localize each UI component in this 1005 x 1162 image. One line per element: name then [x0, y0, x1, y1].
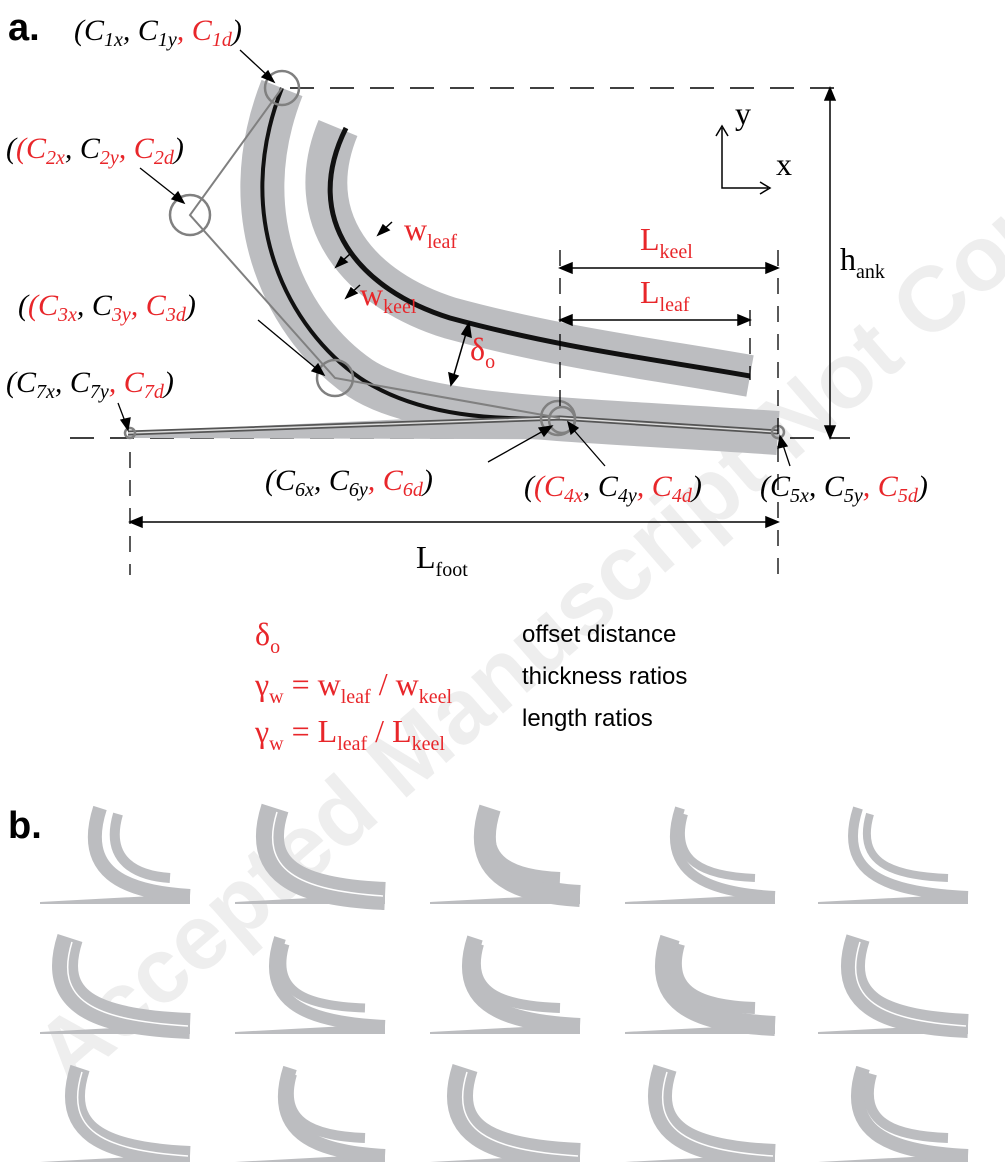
variant-split-line — [661, 1071, 774, 1157]
variant-split-line — [271, 811, 384, 897]
axes-indicator — [715, 124, 772, 195]
control-polygon — [188, 87, 561, 419]
c5-label: (C5x, C5y, C5d) — [760, 470, 928, 507]
c3-label: ((C3x, C3y, C3d) — [18, 289, 196, 326]
c1-leader — [239, 49, 269, 77]
foot-variant-r2-c1 — [40, 934, 191, 1039]
control-point-c6 — [547, 405, 577, 435]
variant-leaf — [283, 1072, 366, 1143]
keel-centerline — [260, 87, 561, 421]
variant-keel — [648, 1064, 776, 1162]
panel-a-label: a. — [8, 7, 40, 49]
variant-keel — [851, 1065, 969, 1162]
c1-label: (C1x, C1y, C1d) — [74, 14, 242, 51]
foot-variant-r3-c3 — [430, 1064, 581, 1162]
delta-o-label: δo — [470, 331, 495, 373]
c2-label: ((C2x, C2y, C2d) — [6, 132, 184, 169]
variant-leaf — [863, 1072, 949, 1143]
control-point-c3 — [315, 358, 355, 398]
foot-variants-grid — [40, 803, 969, 1162]
axis-x-label: x — [776, 146, 792, 182]
w-leaf-label: wleaf — [404, 211, 457, 253]
c6-label: (C6x, C6y, C6d) — [265, 464, 433, 501]
control-point-c1 — [263, 69, 301, 107]
foot-variant-r3-c4 — [625, 1064, 776, 1162]
legend-desc-thickness: thickness ratios — [522, 663, 687, 690]
foot-variant-r3-c1 — [40, 1064, 191, 1162]
foot-variant-r1-c3 — [430, 804, 581, 907]
variant-keel — [841, 934, 969, 1038]
legend-formula-thickness: γw = wleaf / wkeel — [254, 666, 452, 708]
legend-desc-length: length ratios — [522, 705, 653, 732]
l-foot-label: Lfoot — [416, 539, 468, 581]
sole-band — [128, 412, 780, 440]
variant-keel — [462, 935, 581, 1034]
c6-leader — [487, 429, 546, 463]
dimension-labels: wleaf wkeel δo Lkeel Lleaf hank Lfoot — [360, 211, 885, 581]
variant-leaf — [862, 812, 949, 882]
h-ank-label: hank — [840, 241, 885, 283]
legend-desc-offset: offset distance — [522, 621, 676, 648]
leaf-centerline — [327, 126, 751, 379]
control-point-c7 — [123, 426, 137, 440]
legend-formula-length: γw = Lleaf / Lkeel — [254, 713, 445, 755]
variant-keel — [447, 1064, 581, 1162]
foot-variant-r3-c2 — [235, 1065, 386, 1162]
variant-leaf — [470, 942, 561, 1013]
c7-label: (C7x, C7y, C7d) — [6, 366, 174, 403]
w-keel-label: wkeel — [360, 276, 417, 318]
variant-keel — [269, 936, 386, 1032]
axis-y-label: y — [735, 95, 751, 131]
parameter-legend: δo offset distance γw = wleaf / wkeel th… — [254, 616, 687, 755]
foot-variant-r1-c4 — [625, 806, 776, 904]
foot-variant-r2-c2 — [235, 936, 386, 1034]
variant-keel — [278, 1065, 386, 1162]
foot-variant-r1-c1 — [40, 805, 191, 904]
variant-leaf — [676, 812, 756, 882]
c4-leader — [571, 427, 606, 467]
foot-variant-r3-c5 — [818, 1065, 969, 1162]
variant-keel — [655, 934, 776, 1036]
variant-keel — [848, 806, 969, 901]
foot-variant-r1-c2 — [235, 803, 386, 910]
legend-formula-offset: δo — [255, 616, 280, 658]
panel-b-label: b. — [8, 805, 42, 847]
variant-leaf — [277, 942, 366, 1013]
l-keel-label: Lkeel — [640, 221, 693, 263]
variant-leaf — [109, 812, 171, 883]
variant-leaf — [669, 942, 756, 1014]
variant-keel — [88, 805, 191, 903]
variant-keel — [670, 806, 776, 901]
foot-variant-r2-c3 — [430, 935, 581, 1034]
c3-leader — [257, 319, 319, 371]
variant-leaf — [482, 812, 561, 884]
l-leaf-label: Lleaf — [640, 274, 690, 316]
variant-split-line — [76, 1071, 189, 1157]
control-point-c2 — [168, 193, 212, 237]
c4-label: ((C4x, C4y, C4d) — [524, 470, 702, 507]
control-point-labels: (C1x, C1y, C1d) ((C2x, C2y, C2d) ((C3x, … — [6, 14, 928, 507]
foot-variant-r1-c5 — [818, 806, 969, 904]
variant-split-line — [461, 1071, 579, 1157]
c2-leader — [139, 167, 179, 199]
foot-variant-r2-c4 — [625, 934, 776, 1036]
variant-split-line — [67, 941, 189, 1027]
foot-variant-r2-c5 — [818, 934, 969, 1038]
variant-split-line — [854, 941, 967, 1027]
delta-dimension-line — [452, 329, 468, 379]
foot-schematic: y x — [70, 49, 850, 575]
